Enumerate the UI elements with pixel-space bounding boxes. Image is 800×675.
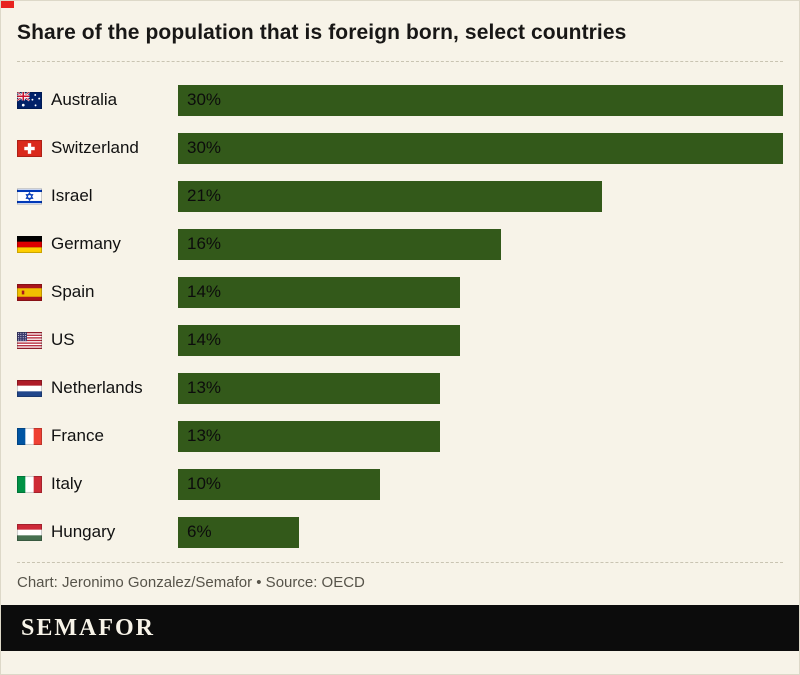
divider-bottom bbox=[17, 562, 783, 563]
bar-track: 14% bbox=[178, 324, 783, 356]
country-label: Italy bbox=[51, 474, 83, 493]
country-cell: Australia bbox=[17, 90, 178, 110]
chart-row: US 14% bbox=[17, 316, 783, 364]
spain-flag-icon bbox=[17, 283, 42, 301]
brand-bar: SEMAFOR bbox=[1, 605, 799, 651]
divider-top bbox=[17, 61, 783, 62]
chart-row: Netherlands 13% bbox=[17, 364, 783, 412]
country-label: Switzerland bbox=[51, 138, 139, 157]
bar-value-label: 30% bbox=[187, 90, 222, 109]
bar: 30% bbox=[178, 84, 783, 116]
bar-value-label: 13% bbox=[187, 378, 222, 397]
bar-value-label: 6% bbox=[187, 522, 212, 541]
country-cell: France bbox=[17, 426, 178, 446]
chart-row: Italy 10% bbox=[17, 460, 783, 508]
bar-value-label: 14% bbox=[187, 282, 222, 301]
bar-value-label: 30% bbox=[187, 138, 222, 157]
country-cell: Spain bbox=[17, 282, 178, 302]
bar: 30% bbox=[178, 132, 783, 164]
chart-row: Israel 21% bbox=[17, 172, 783, 220]
country-cell: Netherlands bbox=[17, 378, 178, 398]
country-cell: Germany bbox=[17, 234, 178, 254]
us-flag-icon bbox=[17, 331, 42, 349]
chart-credit: Chart: Jeronimo Gonzalez/Semafor • Sourc… bbox=[17, 574, 365, 591]
italy-flag-icon bbox=[17, 475, 42, 493]
chart-row: Australia 30% bbox=[17, 76, 783, 124]
bar: 13% bbox=[178, 372, 441, 404]
country-label: Israel bbox=[51, 186, 93, 205]
bar-track: 14% bbox=[178, 276, 783, 308]
country-cell: US bbox=[17, 330, 178, 350]
country-label: Australia bbox=[51, 90, 118, 109]
hungary-flag-icon bbox=[17, 523, 42, 541]
country-cell: Italy bbox=[17, 474, 178, 494]
bar-track: 13% bbox=[178, 372, 783, 404]
bar-value-label: 13% bbox=[187, 426, 222, 445]
country-cell: Switzerland bbox=[17, 138, 178, 158]
country-label: Hungary bbox=[51, 522, 116, 541]
country-label: Germany bbox=[51, 234, 121, 253]
chart-title: Share of the population that is foreign … bbox=[17, 21, 627, 44]
country-label: US bbox=[51, 330, 75, 349]
bar: 16% bbox=[178, 228, 501, 260]
bar-value-label: 14% bbox=[187, 330, 222, 349]
chart-rows: Australia 30% Switzerland 30% Israel 21% Germa… bbox=[1, 62, 799, 562]
chart-row: Spain 14% bbox=[17, 268, 783, 316]
bar-track: 6% bbox=[178, 516, 783, 548]
country-label: France bbox=[51, 426, 104, 445]
bar-track: 16% bbox=[178, 228, 783, 260]
bar: 21% bbox=[178, 180, 602, 212]
switzerland-flag-icon bbox=[17, 139, 42, 157]
bar: 6% bbox=[178, 516, 299, 548]
australia-flag-icon bbox=[17, 91, 42, 109]
france-flag-icon bbox=[17, 427, 42, 445]
country-cell: Israel bbox=[17, 186, 178, 206]
netherlands-flag-icon bbox=[17, 379, 42, 397]
chart-row: Hungary 6% bbox=[17, 508, 783, 556]
bar-track: 13% bbox=[178, 420, 783, 452]
bar: 14% bbox=[178, 324, 461, 356]
bar: 10% bbox=[178, 468, 380, 500]
bar-track: 21% bbox=[178, 180, 783, 212]
country-label: Netherlands bbox=[51, 378, 143, 397]
chart-header: Share of the population that is foreign … bbox=[1, 1, 799, 61]
bar: 13% bbox=[178, 420, 441, 452]
chart-row: Germany 16% bbox=[17, 220, 783, 268]
bar-track: 30% bbox=[178, 84, 783, 116]
bar-track: 30% bbox=[178, 132, 783, 164]
israel-flag-icon bbox=[17, 187, 42, 205]
bar-value-label: 16% bbox=[187, 234, 222, 253]
chart-row: France 13% bbox=[17, 412, 783, 460]
bar-track: 10% bbox=[178, 468, 783, 500]
bar-value-label: 10% bbox=[187, 474, 222, 493]
bar: 14% bbox=[178, 276, 461, 308]
bar-value-label: 21% bbox=[187, 186, 222, 205]
accent-mark bbox=[1, 1, 14, 8]
germany-flag-icon bbox=[17, 235, 42, 253]
country-cell: Hungary bbox=[17, 522, 178, 542]
chart-row: Switzerland 30% bbox=[17, 124, 783, 172]
country-label: Spain bbox=[51, 282, 95, 301]
semafor-logo: SEMAFOR bbox=[21, 614, 155, 641]
